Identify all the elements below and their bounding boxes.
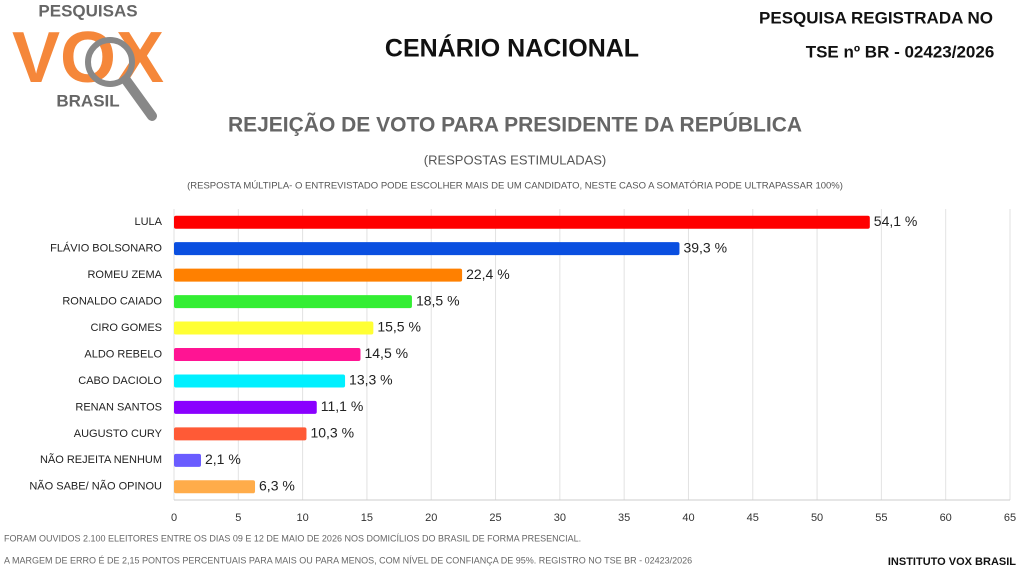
- x-tick-label: 40: [682, 512, 694, 524]
- bar: [174, 427, 307, 441]
- x-tick-label: 50: [811, 512, 823, 524]
- bar: [174, 374, 346, 388]
- bar: [174, 480, 256, 494]
- y-tick-label: AUGUSTO CURY: [74, 428, 163, 440]
- x-tick-label: 25: [489, 512, 501, 524]
- value-label: 22,4 %: [466, 266, 510, 282]
- footer-note: A MARGEM DE ERRO É DE 2,15 PONTOS PERCEN…: [4, 555, 692, 565]
- bar: [174, 400, 317, 414]
- footer-note: FORAM OUVIDOS 2.100 ELEITORES ENTRE OS D…: [4, 533, 581, 543]
- value-label: 14,5 %: [364, 345, 408, 361]
- magnifier-ring: [85, 37, 135, 87]
- bar: [174, 215, 870, 229]
- value-label: 13,3 %: [349, 372, 393, 388]
- y-tick-label: NÃO REJEITA NENHUM: [40, 453, 162, 466]
- bar: [174, 295, 412, 309]
- magnifier-handle: [121, 75, 157, 121]
- x-tick-label: 65: [1004, 512, 1016, 524]
- value-label: 11,1 %: [321, 398, 364, 414]
- y-tick-label: LULA: [134, 216, 162, 228]
- x-tick-label: 0: [171, 512, 177, 524]
- x-tick-label: 60: [940, 512, 952, 524]
- bar: [174, 453, 202, 467]
- value-label: 54,1 %: [874, 213, 918, 229]
- x-tick-label: 35: [618, 512, 630, 524]
- y-tick-label: FLÁVIO BOLSONARO: [50, 242, 162, 255]
- chart-title: REJEIÇÃO DE VOTO PARA PRESIDENTE DA REPÚ…: [228, 113, 802, 137]
- x-tick-label: 5: [235, 512, 241, 524]
- x-tick-label: 20: [425, 512, 437, 524]
- y-tick-label: NÃO SABE/ NÃO OPINOU: [29, 480, 162, 493]
- y-tick-label: CABO DACIOLO: [78, 375, 162, 387]
- x-tick-label: 10: [296, 512, 308, 524]
- registry: PESQUISA REGISTRADA NO: [759, 8, 993, 27]
- heading: CENÁRIO NACIONAL: [385, 34, 639, 63]
- y-tick-label: RENAN SANTOS: [75, 401, 162, 413]
- logo-bottom: BRASIL: [56, 91, 119, 110]
- x-tick-label: 45: [747, 512, 759, 524]
- logo-top: PESQUISAS: [38, 1, 137, 20]
- x-tick-label: 15: [361, 512, 373, 524]
- x-tick-label: 55: [875, 512, 887, 524]
- registry: TSE nº BR - 02423/2026: [806, 42, 995, 61]
- y-tick-label: ROMEU ZEMA: [87, 269, 162, 281]
- value-label: 15,5 %: [377, 319, 421, 335]
- value-label: 10,3 %: [310, 425, 354, 441]
- x-tick-label: 30: [554, 512, 566, 524]
- credit: INSTITUTO VOX BRASIL: [888, 556, 1016, 568]
- logo: PESQUISAS VOX BRASIL: [12, 1, 164, 121]
- bar: [174, 242, 680, 256]
- y-tick-label: ALDO REBELO: [84, 348, 162, 360]
- y-tick-label: RONALDO CAIADO: [62, 295, 162, 307]
- value-label: 6,3 %: [259, 477, 295, 493]
- bar: [174, 348, 361, 361]
- value-label: 18,5 %: [416, 292, 460, 308]
- bar: [174, 268, 463, 282]
- y-tick-label: CIRO GOMES: [90, 322, 162, 334]
- bar: [174, 321, 374, 335]
- chart-subtitle: (RESPOSTAS ESTIMULADAS): [424, 152, 607, 167]
- value-label: 2,1 %: [205, 451, 241, 467]
- chart-note: (RESPOSTA MÚLTIPLA- O ENTREVISTADO PODE …: [187, 181, 843, 192]
- value-label: 39,3 %: [683, 239, 727, 255]
